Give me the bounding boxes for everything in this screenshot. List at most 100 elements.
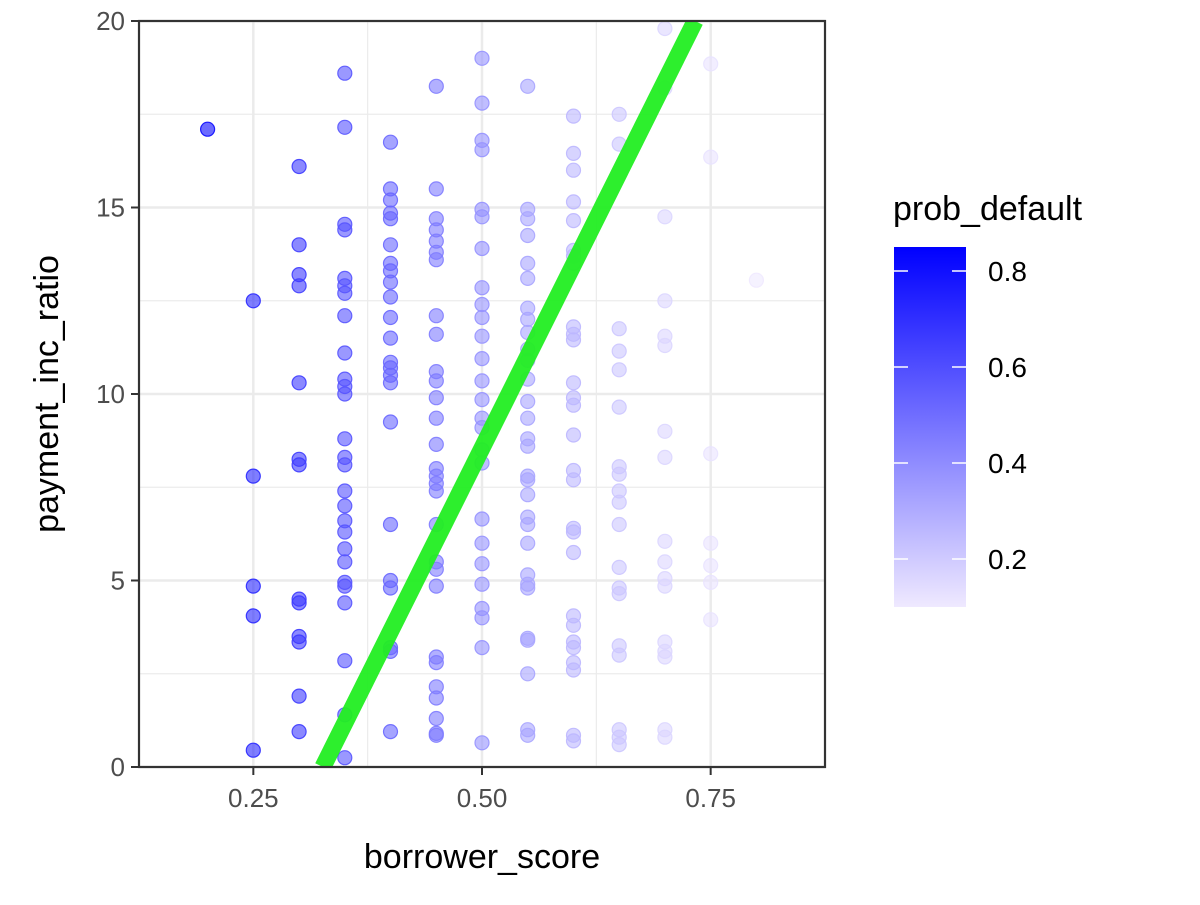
data-point	[382, 289, 399, 305]
data-point	[428, 578, 444, 594]
data-point	[611, 466, 627, 482]
data-point	[428, 373, 444, 389]
data-point	[382, 580, 399, 596]
data-point	[291, 634, 307, 650]
data-point	[337, 119, 353, 135]
fit-line	[315, 21, 703, 767]
data-point	[337, 554, 353, 570]
data-point	[611, 736, 627, 753]
data-point	[611, 647, 627, 663]
data-point	[337, 653, 353, 669]
data-point	[520, 727, 536, 743]
data-point	[291, 595, 307, 611]
data-point	[520, 211, 536, 227]
data-point	[428, 436, 444, 452]
data-point	[337, 285, 353, 301]
data-point	[520, 227, 536, 244]
data-point	[474, 209, 490, 225]
data-point	[565, 397, 582, 413]
legend-tick-label: 0.4	[988, 448, 1027, 479]
data-point	[611, 362, 627, 378]
legend-tick-label: 0.2	[988, 544, 1027, 575]
data-point	[565, 427, 582, 443]
data-point	[428, 390, 444, 406]
data-point	[520, 393, 536, 410]
data-point	[382, 516, 399, 533]
data-point	[337, 524, 353, 540]
data-point	[474, 610, 490, 626]
data-point	[382, 134, 399, 150]
data-point	[337, 222, 353, 238]
data-point	[474, 309, 490, 326]
data-point	[291, 723, 307, 740]
data-point	[611, 516, 627, 533]
data-point	[382, 309, 399, 326]
data-point	[245, 293, 261, 309]
data-point	[474, 142, 490, 158]
data-point	[382, 375, 399, 391]
data-point	[520, 516, 536, 533]
data-point	[245, 468, 261, 484]
data-point	[382, 414, 399, 430]
data-point	[337, 308, 353, 324]
data-point	[703, 446, 719, 462]
data-point	[565, 213, 582, 229]
data-point	[428, 410, 444, 426]
data-point	[520, 438, 536, 454]
data-point	[337, 65, 353, 81]
data-point	[520, 78, 536, 94]
y-tick-label: 5	[111, 566, 125, 596]
points-layer	[200, 21, 765, 766]
data-point	[291, 237, 307, 253]
data-point	[520, 632, 536, 648]
data-point	[337, 578, 353, 594]
y-tick-label: 0	[111, 752, 125, 782]
data-point	[291, 278, 307, 294]
data-point	[703, 535, 719, 551]
data-point	[474, 535, 490, 551]
data-point	[474, 280, 490, 296]
data-point	[611, 585, 627, 602]
data-point	[611, 494, 627, 510]
data-point	[245, 578, 261, 594]
data-point	[337, 595, 353, 611]
data-point	[428, 654, 444, 671]
data-point	[611, 399, 627, 415]
data-point	[474, 50, 490, 66]
data-point	[703, 574, 719, 591]
data-point	[428, 710, 444, 727]
data-point	[565, 524, 582, 540]
data-point	[565, 375, 582, 391]
x-tick-label: 0.25	[228, 783, 279, 813]
data-point	[520, 535, 536, 551]
data-point	[657, 337, 673, 354]
data-point	[565, 145, 582, 161]
data-point	[657, 649, 673, 665]
data-point	[474, 373, 490, 389]
data-point	[565, 332, 582, 348]
data-point	[565, 544, 582, 561]
data-point	[657, 209, 673, 225]
data-point	[657, 449, 673, 465]
data-point	[520, 270, 536, 286]
y-tick-label: 15	[96, 193, 125, 223]
data-point	[474, 328, 490, 344]
data-point	[657, 21, 673, 37]
data-point	[382, 211, 399, 227]
data-point	[337, 386, 353, 402]
data-point	[703, 612, 719, 628]
data-point	[611, 106, 627, 122]
data-point	[474, 735, 490, 751]
y-tick-label: 10	[96, 379, 125, 409]
data-point	[245, 742, 261, 758]
data-point	[428, 690, 444, 706]
data-point	[657, 533, 673, 549]
legend-ticks: 0.2 0.4 0.6 0.8	[894, 256, 1027, 575]
data-point	[520, 580, 536, 596]
data-point	[565, 162, 582, 178]
data-point	[428, 181, 444, 197]
data-point	[520, 472, 536, 488]
data-point	[657, 729, 673, 745]
